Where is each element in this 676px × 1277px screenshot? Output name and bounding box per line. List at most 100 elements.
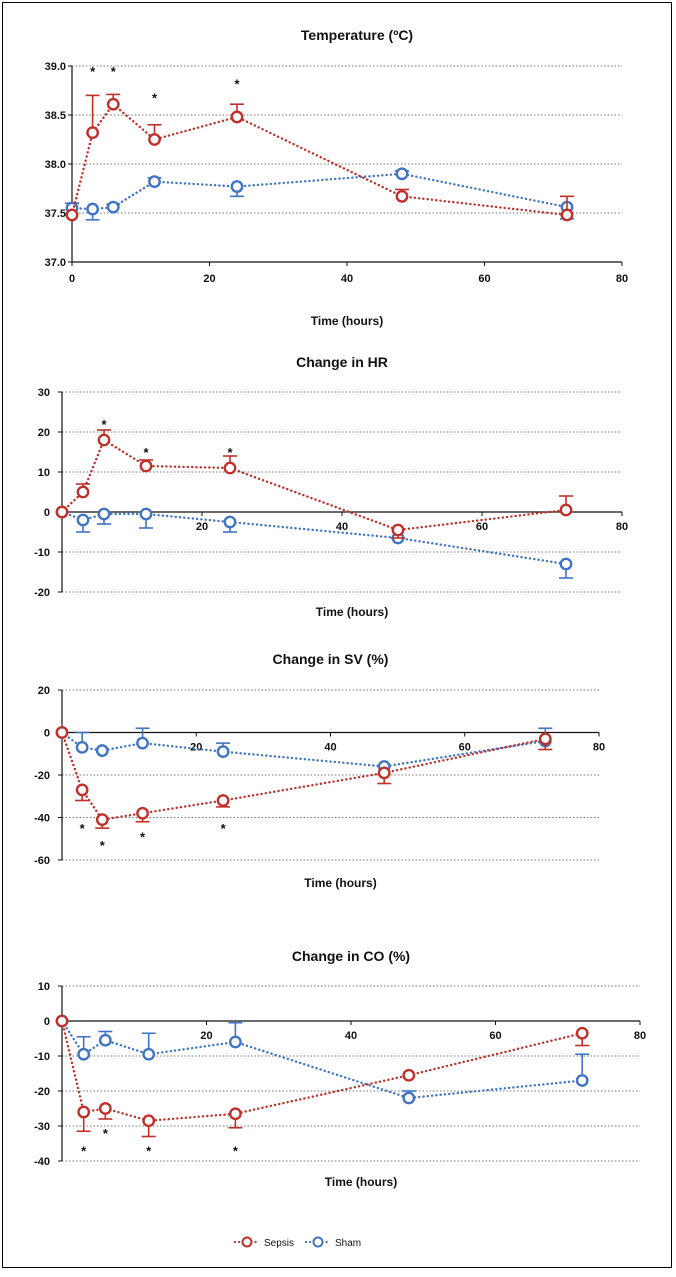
series-sham [55, 1014, 590, 1105]
x-tick-label: 40 [324, 742, 336, 754]
x-tick-label: 60 [478, 273, 490, 285]
significance-marker: * [233, 1144, 239, 1159]
series-sepsis [65, 93, 574, 222]
y-tick-label: 38.5 [45, 110, 66, 122]
data-point-sham [75, 740, 89, 754]
x-tick-label: 80 [593, 742, 605, 754]
chart-title: Change in CO (%) [292, 948, 410, 964]
series-sepsis [55, 429, 573, 539]
x-axis-label: Time (hours) [316, 605, 388, 619]
data-point-sham [216, 745, 230, 759]
data-point-sepsis [142, 1114, 156, 1128]
data-point-sepsis [559, 503, 573, 517]
data-point-sham [395, 167, 409, 181]
significance-marker: * [234, 77, 240, 92]
x-tick-label: 40 [345, 1030, 357, 1042]
data-point-sham [223, 515, 237, 529]
chart-title: Temperature (ºC) [301, 27, 413, 43]
x-tick-label: 60 [476, 521, 488, 533]
data-point-sepsis [86, 126, 100, 140]
significance-marker: * [100, 838, 106, 853]
significance-marker: * [227, 445, 233, 460]
data-point-sepsis [139, 459, 153, 473]
y-tick-label: -20 [34, 587, 50, 599]
y-tick-label: 10 [38, 467, 50, 479]
y-tick-label: 0 [44, 1016, 50, 1028]
legend-item-sepsis: Sepsis [233, 1236, 294, 1249]
chart-panel-2: Change in HR -20 -10 0 10 20 30 20 40 60 80 Time (h… [34, 354, 628, 619]
y-tick-label: -20 [34, 1086, 50, 1098]
data-point-sepsis [402, 1068, 416, 1082]
legend-label: Sepsis [264, 1238, 294, 1249]
significance-marker: * [111, 64, 117, 79]
legend-label: Sham [335, 1238, 361, 1249]
y-tick-label: 39.0 [45, 61, 66, 73]
data-point-sham [95, 744, 109, 757]
data-point-sepsis [228, 1107, 242, 1121]
chart-panel-4: Change in CO (%) -40 -30 -20 -10 0 10 20 40 60 80 T… [34, 948, 646, 1189]
data-point-sepsis [148, 133, 161, 146]
x-tick-label: 60 [489, 1030, 501, 1042]
y-tick-label: 37.0 [45, 257, 66, 269]
data-point-sham [402, 1091, 416, 1105]
y-tick-label: 0 [44, 728, 50, 740]
x-tick-label: 20 [196, 521, 208, 533]
y-tick-label: 20 [38, 685, 50, 697]
data-point-sepsis [55, 726, 69, 739]
legend-item-sham: Sham [304, 1236, 361, 1249]
data-point-sham [106, 200, 120, 214]
y-tick-label: -20 [34, 770, 50, 782]
x-tick-label: 0 [69, 273, 75, 285]
x-axis-label: Time (hours) [311, 314, 383, 328]
data-point-sham [86, 202, 100, 216]
series-sepsis [55, 726, 553, 829]
y-tick-label: -10 [34, 1051, 50, 1063]
data-point-sham [148, 175, 161, 189]
y-tick-label: -30 [34, 1121, 50, 1133]
data-point-sham [575, 1074, 589, 1087]
data-point-sepsis [97, 433, 111, 447]
x-tick-label: 40 [336, 521, 348, 533]
significance-marker: * [221, 821, 227, 836]
y-tick-label: 20 [38, 427, 50, 439]
x-axis-label: Time (hours) [325, 1175, 397, 1189]
data-point-sepsis [77, 1105, 91, 1119]
data-point-sepsis [55, 505, 69, 519]
data-point-sepsis [136, 806, 149, 820]
y-tick-label: 38.0 [45, 159, 66, 171]
data-point-sham [136, 736, 149, 750]
x-tick-label: 20 [200, 1030, 212, 1042]
y-tick-label: 0 [44, 507, 50, 519]
data-point-sepsis [391, 523, 405, 537]
data-point-sham [230, 180, 244, 193]
x-axis-label: Time (hours) [304, 876, 376, 890]
significance-marker: * [103, 1126, 109, 1141]
data-point-sham [77, 1047, 91, 1061]
y-tick-label: -40 [34, 813, 50, 825]
x-tick-label: 80 [616, 273, 628, 285]
data-point-sepsis [377, 766, 391, 780]
significance-marker: * [140, 830, 146, 845]
x-tick-label: 60 [459, 742, 471, 754]
data-point-sepsis [106, 97, 120, 111]
data-point-sepsis [575, 1026, 589, 1040]
y-tick-label: -10 [34, 547, 50, 559]
legend-marker [241, 1236, 253, 1248]
data-point-sepsis [560, 208, 574, 222]
data-point-sham [98, 1033, 112, 1047]
chart-title: Change in SV (%) [273, 651, 389, 667]
data-point-sham [76, 513, 90, 527]
significance-marker: * [81, 1144, 87, 1159]
y-tick-label: 30 [38, 387, 50, 399]
legend-marker [312, 1236, 324, 1248]
data-point-sepsis [76, 485, 90, 499]
data-point-sepsis [395, 189, 409, 203]
data-point-sepsis [216, 794, 230, 807]
data-point-sham [139, 507, 153, 521]
x-tick-label: 20 [203, 273, 215, 285]
significance-marker: * [152, 90, 158, 105]
data-point-sham [97, 507, 111, 521]
series-sepsis [55, 1014, 590, 1138]
